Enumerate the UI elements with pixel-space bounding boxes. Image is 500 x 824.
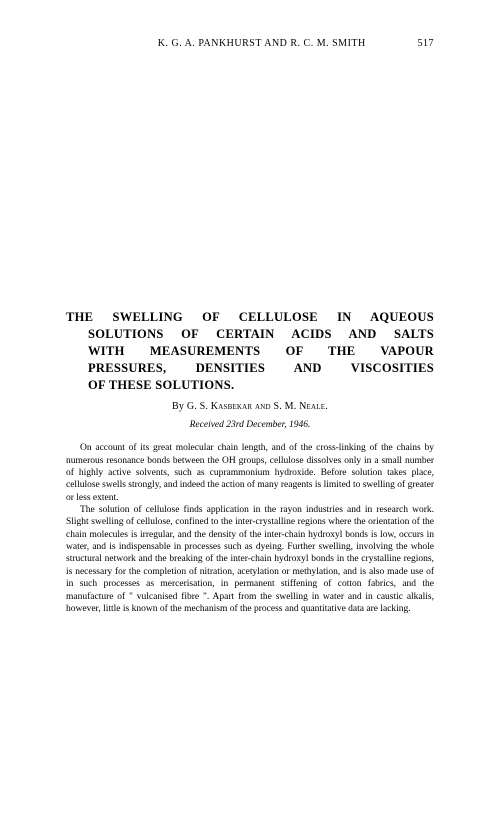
body-paragraph-2: The solution of cellulose finds applicat… <box>66 504 434 615</box>
title-line-4: PRESSURES, DENSITIES AND VISCOSITIES <box>66 360 434 377</box>
received-date: Received 23rd December, 1946. <box>66 420 434 430</box>
byline-names: G. S. Kasbekar and S. M. Neale. <box>187 401 328 412</box>
page-number: 517 <box>418 38 435 49</box>
header-authors: K. G. A. PANKHURST AND R. C. M. SMITH <box>66 38 418 49</box>
title-line-5: OF THESE SOLUTIONS. <box>66 377 434 394</box>
title-line-1: THE SWELLING OF CELLULOSE IN AQUEOUS <box>66 310 434 324</box>
title-line-3: WITH MEASUREMENTS OF THE VAPOUR <box>66 343 434 360</box>
running-header: K. G. A. PANKHURST AND R. C. M. SMITH 51… <box>66 38 434 49</box>
byline-by: By <box>172 401 187 412</box>
title-line-2: SOLUTIONS OF CERTAIN ACIDS AND SALTS <box>66 326 434 343</box>
body-paragraph-1: On account of its great molecular chain … <box>66 442 434 504</box>
page-container: K. G. A. PANKHURST AND R. C. M. SMITH 51… <box>0 0 500 655</box>
article-title: THE SWELLING OF CELLULOSE IN AQUEOUS SOL… <box>66 309 434 393</box>
byline: By G. S. Kasbekar and S. M. Neale. <box>66 401 434 412</box>
